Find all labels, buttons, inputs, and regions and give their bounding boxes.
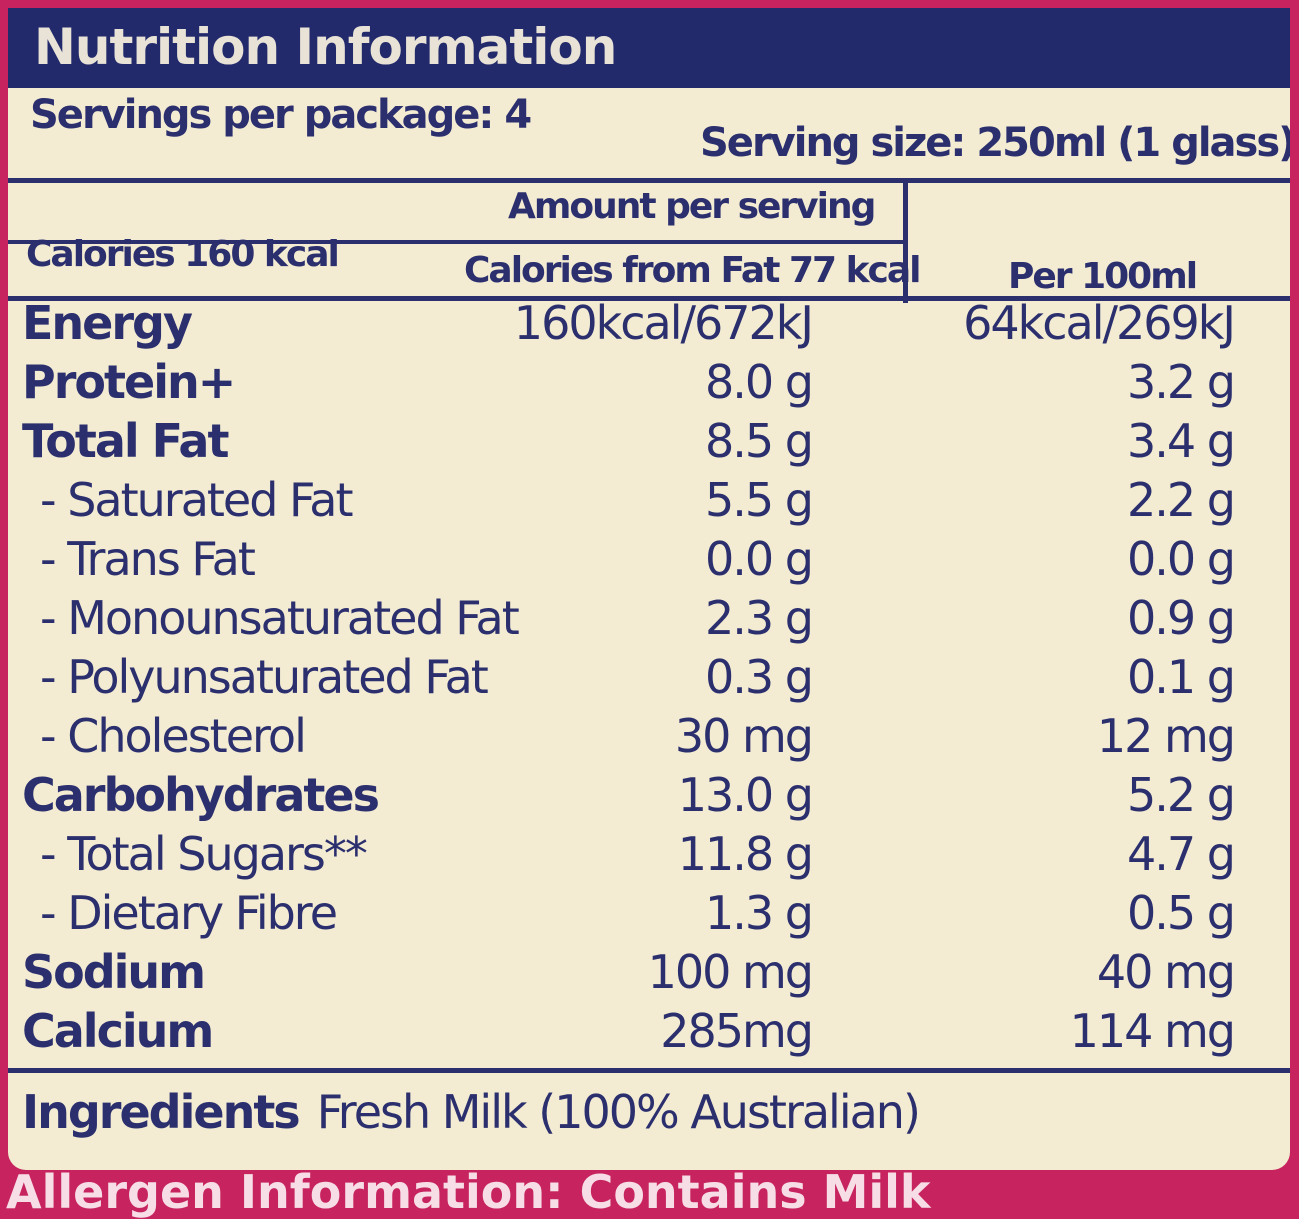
nutrient-name: - Saturated Fat: [40, 473, 354, 527]
nutrient-row: - Trans Fat 0.0 g 0.0 g: [8, 532, 1290, 591]
per-serving-value: 100 mg: [647, 945, 814, 999]
nutrient-name: Sodium: [22, 945, 206, 999]
per-serving-value: 5.5 g: [705, 473, 814, 527]
per-100ml-value: 3.4 g: [1127, 414, 1236, 468]
per-serving-value: 8.5 g: [705, 414, 814, 468]
per-100ml-value: 12 mg: [1096, 709, 1236, 763]
calories-total: Calories 160 kcal: [26, 234, 340, 275]
per-serving-value: 2.3 g: [705, 591, 814, 645]
per-100ml-value: 5.2 g: [1127, 768, 1236, 822]
nutrient-name: - Trans Fat: [40, 532, 256, 586]
per-serving-value: 11.8 g: [677, 827, 814, 881]
page-title: Nutrition Information: [34, 18, 617, 76]
title-band: Nutrition Information: [8, 8, 1290, 88]
per-serving-value: 0.3 g: [705, 650, 814, 704]
divider-1: [8, 178, 1290, 183]
nutrient-row: Calcium 285mg 114 mg: [8, 1004, 1290, 1063]
nutrient-name: Calcium: [22, 1004, 214, 1058]
ingredients-value: Fresh Milk (100% Australian): [316, 1085, 921, 1139]
per-100ml-value: 0.0 g: [1127, 532, 1236, 586]
ingredients: Ingredients Fresh Milk (100% Australian): [22, 1085, 921, 1139]
nutrient-row: - Saturated Fat 5.5 g 2.2 g: [8, 473, 1290, 532]
nutrient-row: Carbohydrates 13.0 g 5.2 g: [8, 768, 1290, 827]
nutrient-row: Sodium 100 mg 40 mg: [8, 945, 1290, 1004]
per-serving-value: 8.0 g: [705, 355, 814, 409]
nutrient-name: Protein+: [22, 355, 236, 409]
servings-per-package: Servings per package: 4: [30, 92, 532, 138]
nutrient-name: Total Fat: [22, 414, 229, 468]
per-100ml-value: 0.9 g: [1127, 591, 1236, 645]
per-100ml-value: 4.7 g: [1127, 827, 1236, 881]
nutrient-name: Energy: [22, 296, 193, 350]
ingredients-label: Ingredients: [22, 1085, 301, 1139]
nutrient-name: - Monounsaturated Fat: [40, 591, 520, 645]
per-serving-value: 13.0 g: [677, 768, 814, 822]
per-100ml-value: 114 mg: [1069, 1004, 1236, 1058]
nutrient-name: - Dietary Fibre: [40, 886, 338, 940]
per-100ml-value: 64kcal/269kJ: [963, 296, 1236, 350]
nutrient-row: - Polyunsaturated Fat 0.3 g 0.1 g: [8, 650, 1290, 709]
nutrient-name: - Polyunsaturated Fat: [40, 650, 489, 704]
top-strip: [8, 0, 1290, 8]
per-100ml-value: 0.1 g: [1127, 650, 1236, 704]
nutrient-name: - Cholesterol: [40, 709, 307, 763]
per-100ml-value: 0.5 g: [1127, 886, 1236, 940]
serving-size: Serving size: 250ml (1 glass): [700, 120, 1290, 166]
per-serving-value: 160kcal/672kJ: [513, 296, 814, 350]
nutrient-row: - Dietary Fibre 1.3 g 0.5 g: [8, 886, 1290, 945]
nutrient-row: - Cholesterol 30 mg 12 mg: [8, 709, 1290, 768]
nutrition-label: Nutrition Information Servings per packa…: [8, 0, 1290, 1170]
per-serving-value: 0.0 g: [705, 532, 814, 586]
per-100ml-value: 40 mg: [1096, 945, 1236, 999]
divider-vertical: [903, 183, 908, 303]
nutrient-row: Total Fat 8.5 g 3.4 g: [8, 414, 1290, 473]
divider-2: [8, 240, 903, 244]
nutrient-rows: Energy 160kcal/672kJ 64kcal/269kJ Protein+ 8…: [8, 296, 1290, 1063]
amount-per-serving: Amount per serving: [508, 186, 876, 227]
divider-4: [8, 1068, 1290, 1073]
nutrient-name: Carbohydrates: [22, 768, 380, 822]
nutrient-name: - Total Sugars**: [40, 827, 368, 881]
nutrient-row: - Monounsaturated Fat 2.3 g 0.9 g: [8, 591, 1290, 650]
per-100ml-header: Per 100ml: [1008, 256, 1198, 297]
per-serving-value: 30 mg: [674, 709, 814, 763]
per-serving-value: 1.3 g: [705, 886, 814, 940]
allergen-info: Allergen Information: Contains Milk: [6, 1165, 931, 1219]
calories-from-fat: Calories from Fat 77 kcal: [464, 250, 922, 291]
nutrient-row: Energy 160kcal/672kJ 64kcal/269kJ: [8, 296, 1290, 355]
divider-3: [8, 296, 1290, 301]
nutrient-row: - Total Sugars** 11.8 g 4.7 g: [8, 827, 1290, 886]
per-100ml-value: 2.2 g: [1127, 473, 1236, 527]
per-100ml-value: 3.2 g: [1127, 355, 1236, 409]
per-serving-value: 285mg: [660, 1004, 814, 1058]
nutrient-row: Protein+ 8.0 g 3.2 g: [8, 355, 1290, 414]
